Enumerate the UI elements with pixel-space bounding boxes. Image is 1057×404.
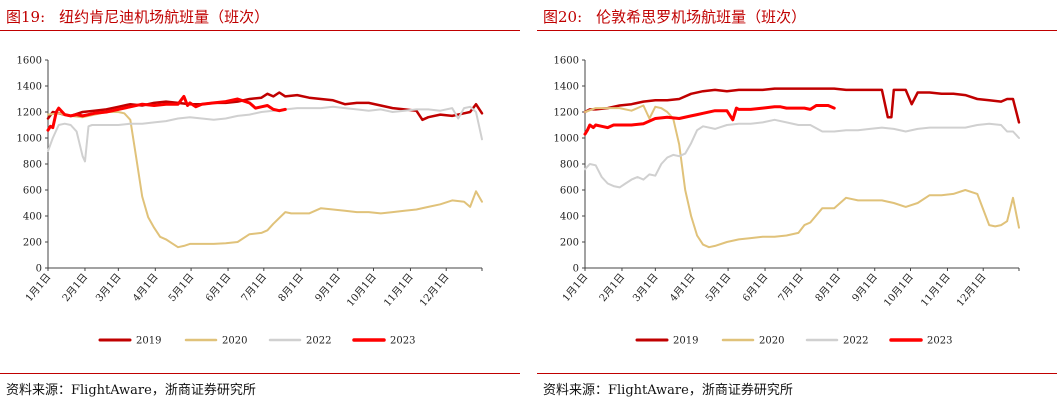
x-tick-label: 12月1日: [954, 271, 988, 309]
legend-label-2022: 2022: [843, 336, 868, 347]
source-rule: [537, 373, 1057, 374]
y-tick-label: 1000: [554, 134, 579, 145]
x-tick-label: 11月1日: [381, 271, 415, 309]
x-tick-label: 6月1日: [740, 271, 770, 304]
x-tick-label: 3月1日: [93, 271, 123, 304]
series-line-2020: [47, 111, 483, 249]
legend-label-2020: 2020: [222, 336, 247, 347]
x-tick-label: 7月1日: [239, 271, 269, 304]
x-tick-label: 2月1日: [60, 271, 90, 304]
y-tick-label: 800: [23, 160, 42, 171]
line-chart: 0 200 400 600 800 1000 1200 1400 1600 1月1日 2月1日 3月1…: [554, 56, 1021, 347]
x-tick-label: 1月1日: [23, 271, 53, 304]
y-tick-label: 1400: [17, 82, 42, 93]
series-line-2019: [583, 87, 1021, 124]
y-tick-label: 1200: [554, 108, 579, 119]
legend-label-2022: 2022: [306, 336, 331, 347]
y-tick-label: 400: [23, 212, 42, 223]
figure-number: 图19:: [6, 8, 46, 26]
series-line-2023: [46, 94, 287, 132]
y-tick-label: 400: [560, 212, 579, 223]
chart-panel-nyc: 图19: 纽约肯尼迪机场航班量（班次） 0 200 400 600 800 1000 1200…: [0, 0, 520, 404]
series-line-2019: [46, 91, 484, 122]
y-tick-label: 1600: [17, 56, 42, 67]
x-tick-label: 8月1日: [813, 271, 843, 304]
x-tick-label: 4月1日: [667, 271, 697, 304]
y-tick-label: 800: [560, 160, 579, 171]
legend-label-2019: 2019: [673, 336, 698, 347]
figure-title: 图19: 纽约肯尼迪机场航班量（班次）: [6, 6, 269, 27]
x-tick-label: 11月1日: [918, 271, 952, 309]
series-line-2022: [584, 118, 1020, 189]
x-tick-label: 5月1日: [703, 271, 733, 304]
legend-label-2019: 2019: [136, 336, 161, 347]
y-tick-label: 200: [23, 238, 42, 249]
x-tick-label: 2月1日: [597, 271, 627, 304]
source-rule: [0, 373, 520, 374]
line-chart: 0 200 400 600 800 1000 1200 1400 1600 1月1日 2月1日 3月1…: [17, 56, 484, 347]
y-tick-label: 0: [573, 264, 579, 275]
title-rule: [0, 30, 520, 31]
series-line-2023: [583, 104, 836, 136]
figure-title-text: 伦敦希思罗机场航班量（班次）: [596, 8, 807, 26]
y-tick-label: 600: [23, 186, 42, 197]
y-tick-label: 0: [36, 264, 42, 275]
y-tick-label: 600: [560, 186, 579, 197]
series-line-2020: [584, 104, 1020, 249]
title-rule: [537, 30, 1057, 31]
x-tick-label: 5月1日: [166, 271, 196, 304]
source-note: 资料来源：FlightAware，浙商证券研究所: [543, 383, 793, 398]
legend-label-2020: 2020: [759, 336, 784, 347]
legend-label-2023: 2023: [927, 336, 952, 347]
x-tick-label: 10月1日: [881, 271, 915, 309]
y-tick-label: 1200: [17, 108, 42, 119]
x-tick-label: 3月1日: [630, 271, 660, 304]
y-tick-label: 1400: [554, 82, 579, 93]
y-tick-label: 200: [560, 238, 579, 249]
figure-title-text: 纽约肯尼迪机场航班量（班次）: [59, 8, 270, 26]
figure-number: 图20:: [543, 8, 583, 26]
x-tick-label: 1月1日: [560, 271, 590, 304]
x-tick-label: 10月1日: [344, 271, 378, 309]
x-tick-label: 12月1日: [417, 271, 451, 309]
x-tick-label: 4月1日: [130, 271, 160, 304]
x-tick-label: 9月1日: [313, 271, 343, 304]
figure-title: 图20: 伦敦希思罗机场航班量（班次）: [543, 6, 806, 27]
x-tick-label: 6月1日: [203, 271, 233, 304]
x-tick-label: 9月1日: [850, 271, 880, 304]
y-tick-label: 1600: [554, 56, 579, 67]
y-tick-label: 1000: [17, 134, 42, 145]
legend-label-2023: 2023: [390, 336, 415, 347]
x-tick-label: 7月1日: [776, 271, 806, 304]
chart-panel-london: 图20: 伦敦希思罗机场航班量（班次） 0 200 400 600 800 1000 1200…: [537, 0, 1057, 404]
series-line-2022: [47, 105, 483, 163]
x-tick-label: 8月1日: [276, 271, 306, 304]
source-note: 资料来源：FlightAware，浙商证券研究所: [6, 383, 256, 398]
